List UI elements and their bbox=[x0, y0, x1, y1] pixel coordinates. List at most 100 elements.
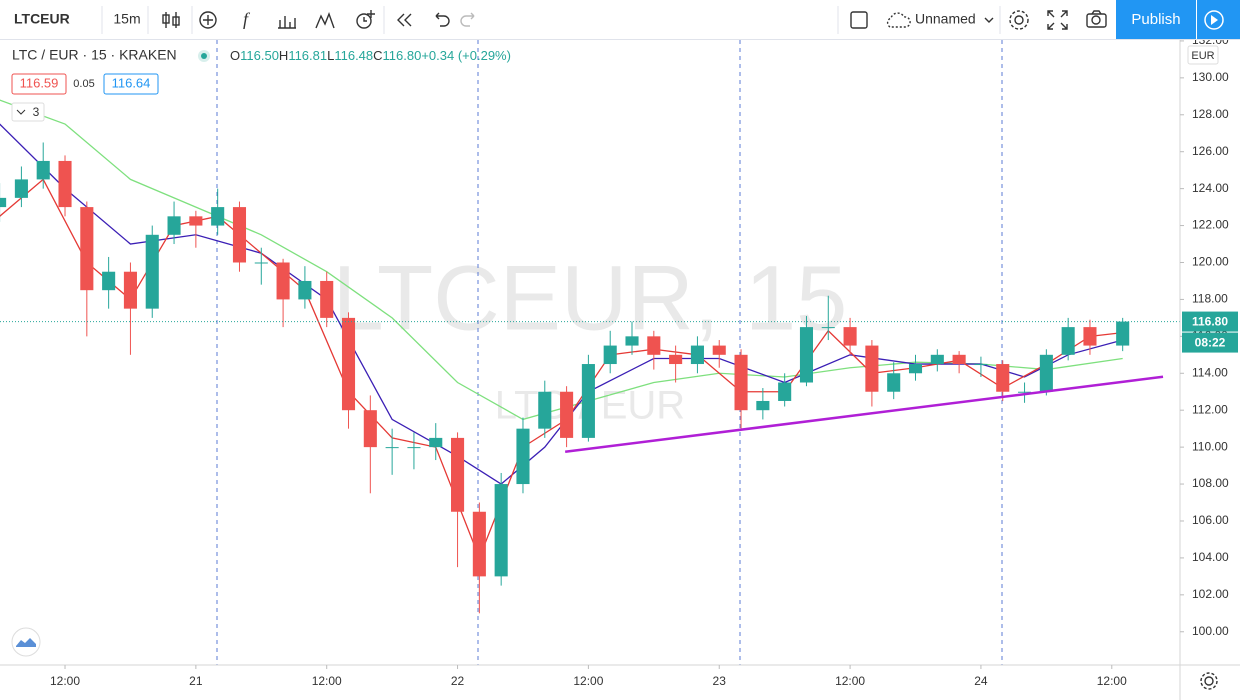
candle-body bbox=[865, 345, 879, 392]
y-tick-label: 124.00 bbox=[1192, 181, 1229, 195]
candle-body bbox=[298, 280, 312, 300]
add-icon[interactable] bbox=[199, 11, 217, 29]
y-tick-label: 118.00 bbox=[1192, 292, 1228, 306]
candle-body bbox=[930, 354, 944, 365]
candle-body bbox=[996, 364, 1010, 392]
candle-body bbox=[167, 216, 181, 235]
symbol-title: LTC / EUR · 15 · KRAKEN bbox=[12, 47, 177, 63]
fx-icon[interactable]: f bbox=[243, 9, 251, 29]
candle-body bbox=[189, 216, 203, 226]
currency-box bbox=[1187, 45, 1219, 65]
y-tick-label: 112.00 bbox=[1192, 402, 1228, 416]
cloud-icon[interactable] bbox=[886, 12, 911, 28]
settings-icon[interactable] bbox=[1014, 15, 1024, 25]
x-tick-label: 24 bbox=[974, 674, 988, 688]
legend-key: H bbox=[279, 48, 288, 63]
redo-icon[interactable] bbox=[460, 12, 475, 27]
candle-body bbox=[123, 271, 137, 309]
stream-icon bbox=[1204, 10, 1224, 30]
candle-body bbox=[276, 262, 290, 300]
candle-body bbox=[821, 327, 835, 329]
candle-body bbox=[363, 410, 377, 448]
x-tick-label: 22 bbox=[451, 674, 465, 688]
candle-body bbox=[80, 207, 94, 291]
candle-body bbox=[1061, 327, 1075, 355]
candle-body bbox=[581, 364, 595, 438]
interval[interactable]: 15m bbox=[113, 11, 140, 27]
logo bbox=[16, 638, 36, 647]
candle-body bbox=[14, 179, 28, 198]
y-tick-label: 102.00 bbox=[1192, 587, 1229, 601]
moving-average bbox=[0, 99, 1123, 421]
layout-chevron[interactable] bbox=[984, 17, 994, 23]
legend-value: 116.80 bbox=[383, 48, 422, 63]
alert-icon[interactable] bbox=[356, 13, 372, 29]
candle-body bbox=[778, 382, 792, 401]
candle-body bbox=[538, 391, 552, 429]
select-icon[interactable] bbox=[850, 11, 868, 29]
indicator-count: 3 bbox=[33, 105, 40, 119]
candle-body bbox=[385, 447, 399, 449]
snapshot-icon[interactable] bbox=[1086, 13, 1107, 28]
plot-area bbox=[0, 99, 1180, 614]
candle-body bbox=[516, 428, 530, 485]
candle-body bbox=[756, 400, 770, 411]
publish-button[interactable] bbox=[1116, 0, 1196, 39]
candle-body bbox=[58, 160, 72, 208]
y-tick-label: 122.00 bbox=[1192, 218, 1229, 232]
axes: 100.00 102.00 104.00 106.00 108.00 110.00 112.… bbox=[50, 33, 1238, 688]
x-tick-label: 12:00 bbox=[50, 674, 80, 688]
candle-body bbox=[211, 207, 225, 226]
legend-key: O bbox=[230, 48, 240, 63]
replay-icon[interactable] bbox=[397, 13, 412, 27]
undo-icon[interactable] bbox=[435, 12, 450, 27]
candle-body bbox=[0, 197, 7, 208]
candle-body bbox=[429, 437, 443, 448]
axis-settings[interactable] bbox=[1204, 676, 1214, 686]
fullscreen-icon[interactable] bbox=[1047, 10, 1068, 30]
candle-body bbox=[908, 364, 923, 374]
candle-body bbox=[232, 207, 247, 263]
stream-button[interactable] bbox=[1197, 0, 1240, 39]
ask-box[interactable] bbox=[103, 73, 159, 95]
candle-body bbox=[690, 345, 704, 365]
candle-body bbox=[102, 271, 116, 291]
candle-body bbox=[254, 262, 268, 264]
y-tick-label: 104.00 bbox=[1192, 550, 1229, 564]
x-tick-label: 12:00 bbox=[1097, 674, 1127, 688]
candle-body bbox=[669, 354, 683, 365]
ohlc-legend: O116.50H116.81L116.48C116.80+0.34 (+0.29… bbox=[230, 48, 511, 63]
x-tick-label: 21 bbox=[189, 674, 203, 688]
candle-body bbox=[887, 373, 901, 392]
bid: 116.59 bbox=[20, 75, 59, 90]
candle-body bbox=[799, 327, 814, 383]
separators bbox=[101, 6, 1001, 34]
compare-icon[interactable] bbox=[315, 12, 335, 29]
indicators-toggle[interactable] bbox=[11, 102, 45, 122]
toolbar-icons: f bbox=[162, 9, 1107, 30]
currency: EUR bbox=[1191, 50, 1214, 62]
candle-body bbox=[625, 336, 639, 346]
candle-body bbox=[472, 511, 486, 577]
candle-body bbox=[647, 336, 661, 355]
spread: 0.05 bbox=[73, 78, 94, 90]
chevron bbox=[16, 109, 26, 115]
symbol[interactable]: LTCEUR bbox=[14, 11, 70, 27]
legend-key: L bbox=[327, 48, 334, 63]
legend-value: 116.81 bbox=[288, 48, 327, 63]
layout-name[interactable]: Unnamed bbox=[915, 11, 976, 27]
candle-body bbox=[603, 345, 617, 365]
y-tick-label: 110.00 bbox=[1192, 439, 1228, 453]
candles-icon-body bbox=[172, 16, 180, 26]
candle-body bbox=[734, 354, 748, 411]
bars-icon[interactable] bbox=[278, 16, 296, 29]
candle-body bbox=[974, 364, 988, 366]
ask: 116.64 bbox=[112, 75, 151, 90]
watermark: LTCEUR, 15 bbox=[333, 247, 848, 349]
status-dot bbox=[201, 53, 207, 59]
bid-box[interactable] bbox=[11, 73, 67, 95]
y-tick-label: 100.00 bbox=[1192, 624, 1229, 638]
candle-body bbox=[341, 317, 356, 411]
